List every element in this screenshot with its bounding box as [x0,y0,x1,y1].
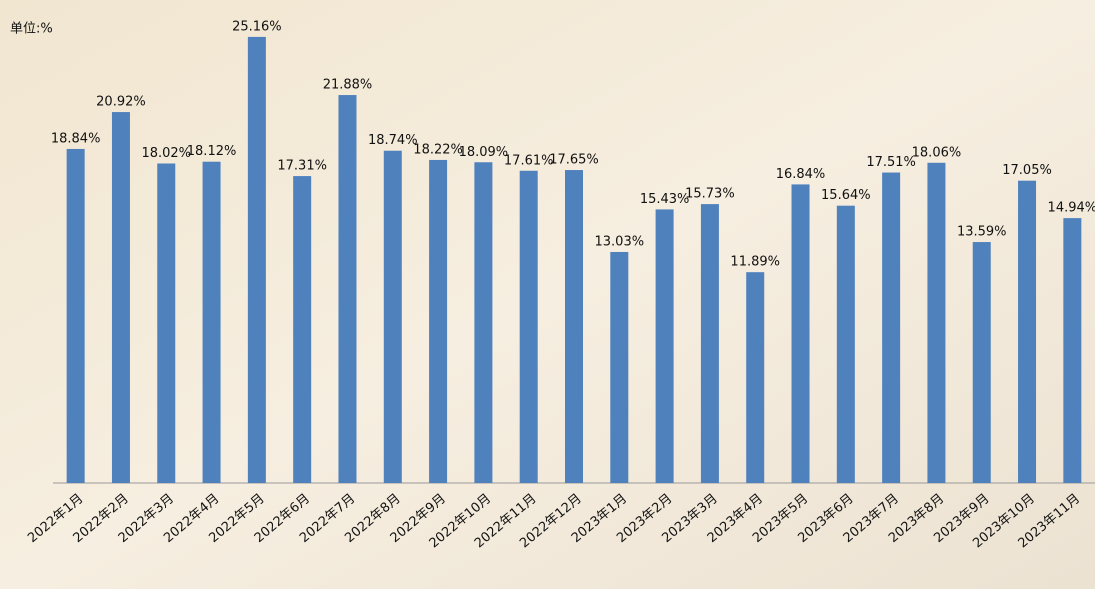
value-label: 18.22% [413,142,463,157]
bar [157,163,175,483]
bar [474,162,492,483]
bar [792,184,810,483]
bar [565,170,583,483]
bar [67,149,85,483]
bar [610,252,628,483]
value-label: 14.94% [1048,201,1095,216]
value-label: 15.64% [821,188,871,203]
bar [1063,218,1081,483]
value-label: 11.89% [730,255,780,270]
bar [203,162,221,483]
value-label: 17.05% [1002,163,1052,178]
value-label: 15.43% [640,192,690,207]
bar [112,112,130,483]
value-label: 17.61% [504,153,554,168]
bar [384,151,402,483]
bar [520,171,538,483]
value-label: 18.84% [51,131,101,146]
value-label: 18.02% [141,146,191,161]
value-label: 18.06% [912,145,962,160]
value-label: 18.12% [187,144,237,159]
bar [746,272,764,483]
bar [973,242,991,483]
value-label: 15.73% [685,187,735,202]
value-label: 25.16% [232,19,282,34]
bar [927,163,945,483]
bar [293,176,311,483]
value-label: 13.03% [595,234,645,249]
bar [701,204,719,483]
bar [429,160,447,483]
value-label: 18.74% [368,133,418,148]
page: {"chart_data": {"type": "bar", "unit_lab… [0,0,1095,589]
chart: 单位:% 18.84%2022年1月20.92%2022年2月18.02%202… [0,0,1095,589]
value-label: 17.65% [549,153,599,168]
unit-label: 单位:% [10,22,53,37]
bar [656,209,674,483]
bar [248,37,266,483]
value-label: 18.09% [459,145,509,160]
value-label: 17.51% [866,155,916,170]
bar [338,95,356,483]
value-label: 13.59% [957,225,1007,240]
value-label: 21.88% [323,78,373,93]
bar [1018,181,1036,483]
bar [882,173,900,483]
value-label: 16.84% [776,167,826,182]
value-label: 17.31% [277,159,327,174]
bar [837,206,855,483]
value-label: 20.92% [96,95,146,110]
